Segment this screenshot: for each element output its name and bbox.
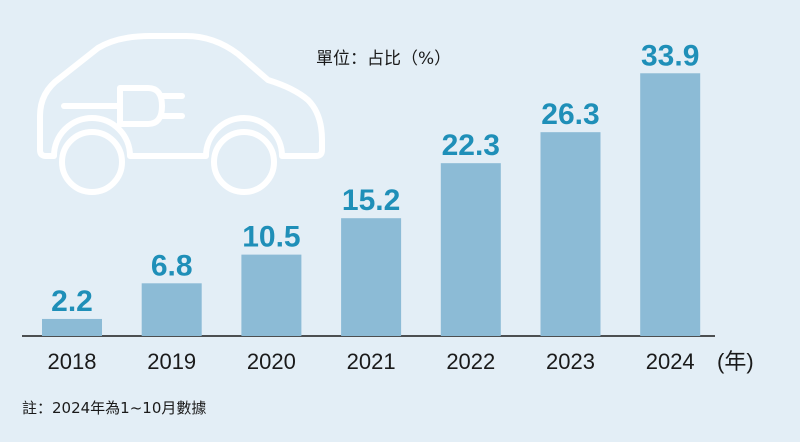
x-tick-label-2024: 2024 bbox=[646, 349, 695, 374]
x-tick-label-2023: 2023 bbox=[546, 349, 595, 374]
x-tick-labels-group: 2018 2019 2020 2021 2022 2023 2024 bbox=[48, 349, 695, 374]
footnote: 註：2024年為1~10月數據 bbox=[22, 399, 207, 417]
bar-2024 bbox=[640, 73, 701, 337]
x-tick-label-2021: 2021 bbox=[347, 349, 396, 374]
electric-car-icon bbox=[37, 33, 325, 195]
value-label-2020: 10.5 bbox=[242, 221, 300, 254]
value-label-2018: 2.2 bbox=[51, 285, 93, 318]
value-label-2022: 22.3 bbox=[442, 129, 500, 162]
x-tick-label-2019: 2019 bbox=[147, 349, 196, 374]
bars-group bbox=[42, 73, 701, 337]
value-label-2019: 6.8 bbox=[151, 249, 193, 282]
bar-2018 bbox=[42, 318, 102, 336]
x-tick-label-2018: 2018 bbox=[48, 349, 97, 374]
unit-label: 單位：占比（%） bbox=[316, 49, 451, 69]
bar-2022 bbox=[440, 163, 501, 336]
bar-2019 bbox=[141, 283, 202, 336]
value-label-2024: 33.9 bbox=[641, 39, 699, 72]
value-label-2023: 26.3 bbox=[541, 98, 599, 131]
value-labels-group: 2.2 6.8 10.5 15.2 22.3 26.3 33.9 bbox=[51, 39, 699, 318]
bar-2020 bbox=[241, 254, 302, 336]
plug-icon bbox=[61, 85, 185, 127]
bar-2023 bbox=[540, 132, 601, 336]
bar-2021 bbox=[341, 218, 402, 336]
x-tick-label-2020: 2020 bbox=[247, 349, 296, 374]
x-axis-unit-label: (年) bbox=[717, 349, 754, 374]
value-label-2021: 15.2 bbox=[342, 184, 400, 217]
x-tick-label-2022: 2022 bbox=[446, 349, 495, 374]
